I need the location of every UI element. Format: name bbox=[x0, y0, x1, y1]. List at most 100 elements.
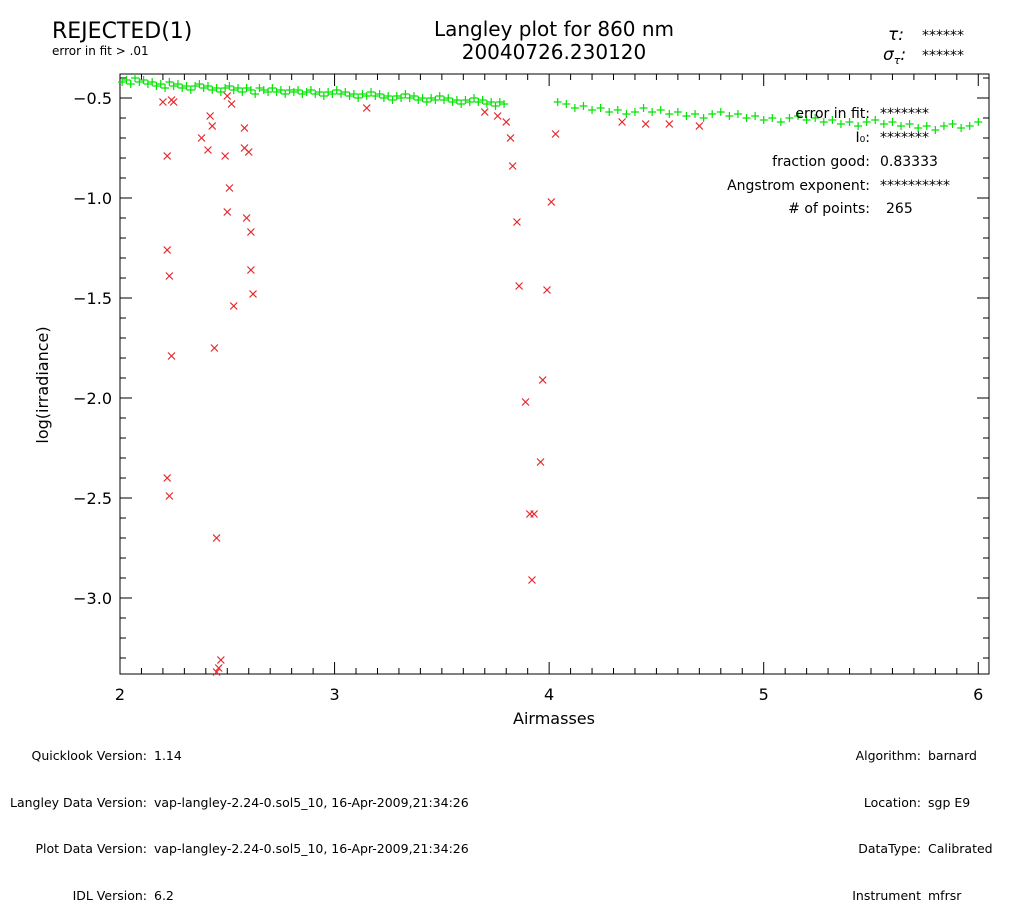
rejected-point-marker bbox=[214, 664, 223, 672]
footer-value: 1.14 bbox=[154, 748, 182, 763]
good-point-marker bbox=[431, 96, 440, 104]
rejected-point-marker bbox=[240, 124, 249, 132]
good-point-marker bbox=[691, 110, 700, 118]
good-point-marker bbox=[613, 106, 622, 114]
good-point-marker bbox=[152, 82, 161, 90]
rejected-point-marker bbox=[530, 510, 539, 518]
rejected-point-marker bbox=[528, 576, 536, 584]
footer-value: barnard bbox=[928, 748, 977, 763]
rejected-point-marker bbox=[212, 534, 221, 542]
good-point-marker bbox=[281, 90, 290, 98]
good-point-marker bbox=[605, 108, 614, 116]
rejected-point-marker bbox=[249, 290, 257, 298]
rejected-point-marker bbox=[165, 492, 174, 500]
y-tick-label: −1.5 bbox=[73, 289, 112, 308]
good-point-marker bbox=[725, 112, 734, 120]
rejected-point-marker bbox=[480, 108, 489, 116]
stat-label-angstrom: Angstrom exponent: bbox=[727, 178, 870, 194]
good-point-marker bbox=[139, 76, 148, 84]
rejected-point-marker bbox=[158, 98, 167, 106]
good-point-marker bbox=[388, 96, 397, 104]
rejected-point-marker bbox=[246, 266, 255, 274]
good-point-marker bbox=[974, 118, 983, 126]
chart-subtitle: 20040726.230120 bbox=[462, 40, 647, 64]
footer-left-labels: Quicklook Version: Langley Data Version:… bbox=[0, 717, 147, 919]
good-point-marker bbox=[708, 110, 717, 118]
good-point-marker bbox=[143, 80, 152, 88]
good-point-marker bbox=[208, 86, 217, 94]
x-tick-label: 3 bbox=[329, 685, 339, 704]
good-point-marker bbox=[135, 78, 144, 86]
good-point-marker bbox=[648, 108, 657, 116]
good-point-marker bbox=[905, 120, 914, 128]
good-point-marker bbox=[225, 82, 234, 90]
footer-value: vap-langley-2.24-0.sol5_10, 16-Apr-2009,… bbox=[154, 841, 469, 856]
good-point-marker bbox=[345, 92, 354, 100]
footer-label: Quicklook Version: bbox=[31, 748, 147, 763]
good-point-marker bbox=[785, 114, 794, 122]
rejected-point-marker bbox=[163, 246, 172, 254]
good-point-marker bbox=[427, 94, 436, 102]
stat-value-angstrom: ********** bbox=[880, 178, 950, 194]
good-point-marker bbox=[221, 84, 230, 92]
good-point-marker bbox=[422, 98, 431, 106]
good-point-marker bbox=[457, 100, 466, 108]
rejected-point-marker bbox=[216, 656, 225, 664]
good-point-marker bbox=[639, 104, 648, 112]
good-point-marker bbox=[319, 92, 328, 100]
footer-value: mfrsr bbox=[928, 887, 962, 903]
rejected-point-marker bbox=[665, 120, 674, 128]
stat-value-points: 265 bbox=[886, 201, 913, 217]
good-point-marker bbox=[246, 86, 255, 94]
good-point-marker bbox=[405, 94, 414, 102]
good-point-marker bbox=[384, 92, 393, 100]
good-point-marker bbox=[828, 116, 837, 124]
rejected-point-marker bbox=[521, 398, 530, 406]
rejected-note: error in fit > .01 bbox=[52, 44, 149, 58]
rejected-point-marker bbox=[493, 112, 502, 120]
good-point-marker bbox=[478, 96, 487, 104]
good-point-marker bbox=[178, 84, 187, 92]
x-axis-label: Airmasses bbox=[513, 709, 595, 728]
good-point-marker bbox=[379, 94, 388, 102]
sigma-tau-value: ****** bbox=[922, 48, 964, 64]
rejected-points-series bbox=[158, 92, 704, 676]
rejected-point-marker bbox=[163, 152, 172, 160]
good-point-marker bbox=[588, 106, 597, 114]
good-point-marker bbox=[579, 102, 588, 110]
tau-value: ****** bbox=[922, 28, 964, 44]
stat-label-fraction: fraction good: bbox=[772, 154, 870, 170]
good-point-marker bbox=[673, 108, 682, 116]
rejected-point-marker bbox=[242, 214, 251, 222]
good-point-marker bbox=[448, 98, 457, 106]
good-point-marker bbox=[229, 86, 238, 94]
good-point-marker bbox=[367, 88, 376, 96]
footer-label: IDL Version: bbox=[72, 887, 147, 903]
rejected-point-marker bbox=[229, 302, 238, 310]
footer-right-labels: Algorithm: Location: DataType: Instrumen… bbox=[845, 717, 921, 919]
footer-left-values: 1.14 vap-langley-2.24-0.sol5_10, 16-Apr-… bbox=[154, 717, 469, 919]
x-tick-label: 6 bbox=[973, 685, 983, 704]
good-point-marker bbox=[161, 84, 170, 92]
rejected-point-marker bbox=[538, 376, 547, 384]
good-point-marker bbox=[630, 108, 639, 116]
plot-border bbox=[119, 73, 990, 675]
good-point-marker bbox=[397, 94, 406, 102]
good-point-marker bbox=[182, 82, 191, 90]
rejected-point-marker bbox=[515, 282, 524, 290]
rejected-point-marker bbox=[506, 134, 515, 142]
rejected-point-marker bbox=[223, 92, 232, 100]
good-point-marker bbox=[948, 120, 957, 128]
rejected-point-marker bbox=[197, 134, 206, 142]
good-point-marker bbox=[255, 84, 264, 92]
good-point-marker bbox=[862, 118, 871, 126]
good-point-marker bbox=[302, 88, 311, 96]
rejected-point-marker bbox=[513, 218, 521, 226]
good-point-marker bbox=[328, 90, 337, 98]
good-point-marker bbox=[957, 124, 966, 132]
rejected-point-marker bbox=[212, 668, 221, 676]
plot-frame bbox=[119, 73, 990, 675]
rejected-point-marker bbox=[641, 120, 650, 128]
good-point-marker bbox=[682, 112, 691, 120]
y-tick-label: −3.0 bbox=[73, 589, 112, 608]
